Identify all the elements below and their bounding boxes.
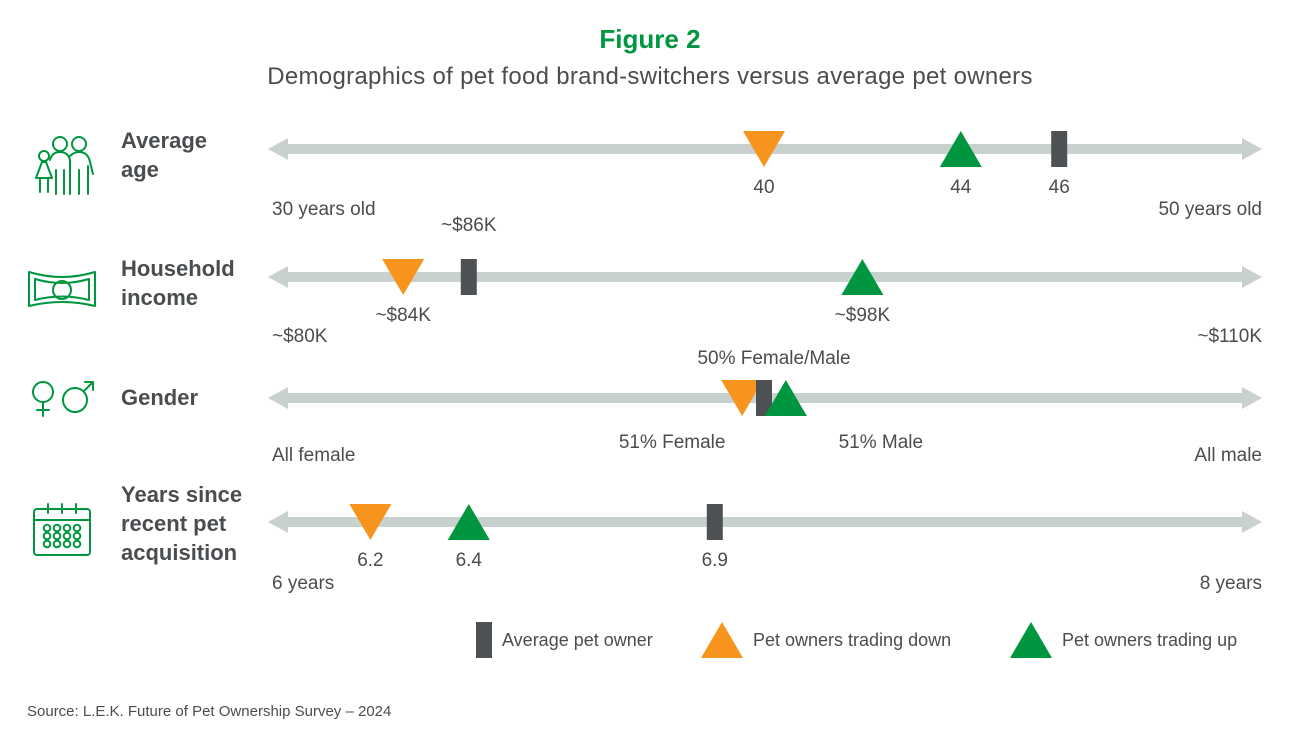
legend: Average pet owner Pet owners trading down…: [476, 622, 1237, 658]
marker-label: 51% Male: [839, 432, 924, 453]
marker-trading-down: [743, 131, 785, 167]
marker-trading-down: [349, 504, 392, 540]
legend-label: Average pet owner: [502, 630, 653, 650]
calendar-icon: [33, 503, 91, 556]
legend-item: Pet owners trading down: [701, 622, 951, 658]
axis-arrow-left: [268, 387, 288, 409]
marker-trading-up: [764, 380, 807, 416]
axis-arrow-right: [1242, 511, 1262, 533]
axis-arrow-left: [268, 266, 288, 288]
legend-item: Pet owners trading up: [1010, 622, 1237, 658]
axis-arrow-left: [268, 138, 288, 160]
legend-swatch-triangle: [701, 622, 743, 658]
axis-arrow-right: [1242, 387, 1262, 409]
marker-label: 50% Female/Male: [697, 348, 850, 369]
marker-label: 51% Female: [619, 432, 726, 453]
row-label: Household: [121, 256, 235, 281]
axis-max-label: All male: [1194, 445, 1262, 466]
legend-label: Pet owners trading down: [753, 630, 951, 650]
row-label: Years since: [121, 482, 242, 507]
marker-average: [460, 259, 477, 295]
axis-max-label: 8 years: [1200, 573, 1262, 594]
chart-row: Gender All female All male 51% Female 50% Fe…: [32, 348, 1262, 466]
legend-swatch-triangle: [1010, 622, 1052, 658]
axis-min-label: ~$80K: [272, 326, 328, 347]
marker-label: ~$84K: [375, 305, 431, 326]
axis-min-label: 6 years: [272, 573, 334, 594]
marker-label: ~$98K: [835, 305, 891, 326]
source-note: Source: L.E.K. Future of Pet Ownership S…: [27, 703, 392, 720]
figure-title: Figure 2: [599, 24, 701, 54]
marker-trading-down: [382, 259, 425, 295]
marker-label: 6.4: [456, 550, 483, 571]
marker-trading-up: [447, 504, 490, 540]
axis-track: [280, 272, 1248, 282]
marker-label: 40: [753, 177, 774, 198]
legend-item: Average pet owner: [476, 622, 653, 658]
row-label: income: [121, 285, 198, 310]
legend-swatch-bar: [476, 622, 492, 658]
row-label: Average: [121, 128, 207, 153]
marker-trading-up: [939, 131, 982, 167]
marker-average: [1051, 131, 1068, 167]
chart-row: Household income ~$80K ~$110K ~$84K ~$86K ~$98…: [28, 215, 1262, 347]
chart-row: Years since recent pet acquisition 6 years 8…: [33, 482, 1262, 594]
marker-label: ~$86K: [441, 215, 497, 236]
axis-max-label: ~$110K: [1197, 326, 1262, 347]
gender-icon: [32, 381, 94, 417]
marker-label: 44: [950, 177, 972, 198]
marker-label: 6.2: [357, 550, 383, 571]
row-label: age: [121, 157, 159, 182]
chart-row: Average age 30 years old 50 years old 40 44 46: [35, 128, 1262, 220]
marker-label: 46: [1049, 177, 1070, 198]
axis-min-label: 30 years old: [272, 199, 376, 220]
marker-label: 6.9: [702, 550, 728, 571]
row-label: acquisition: [121, 540, 237, 565]
axis-track: [280, 517, 1248, 527]
legend-label: Pet owners trading up: [1062, 630, 1237, 650]
banknote-icon: [28, 271, 96, 307]
figure-subtitle: Demographics of pet food brand-switchers…: [267, 63, 1033, 90]
axis-max-label: 50 years old: [1158, 199, 1262, 220]
family-icon: [35, 136, 94, 195]
marker-trading-down: [721, 380, 764, 416]
marker-trading-up: [841, 259, 884, 295]
axis-min-label: All female: [272, 445, 355, 466]
axis-arrow-left: [268, 511, 288, 533]
row-label: recent pet: [121, 511, 227, 536]
marker-average: [756, 380, 772, 416]
axis-arrow-right: [1242, 266, 1262, 288]
row-label: Gender: [121, 385, 198, 410]
marker-average: [706, 504, 723, 540]
axis-arrow-right: [1242, 138, 1262, 160]
